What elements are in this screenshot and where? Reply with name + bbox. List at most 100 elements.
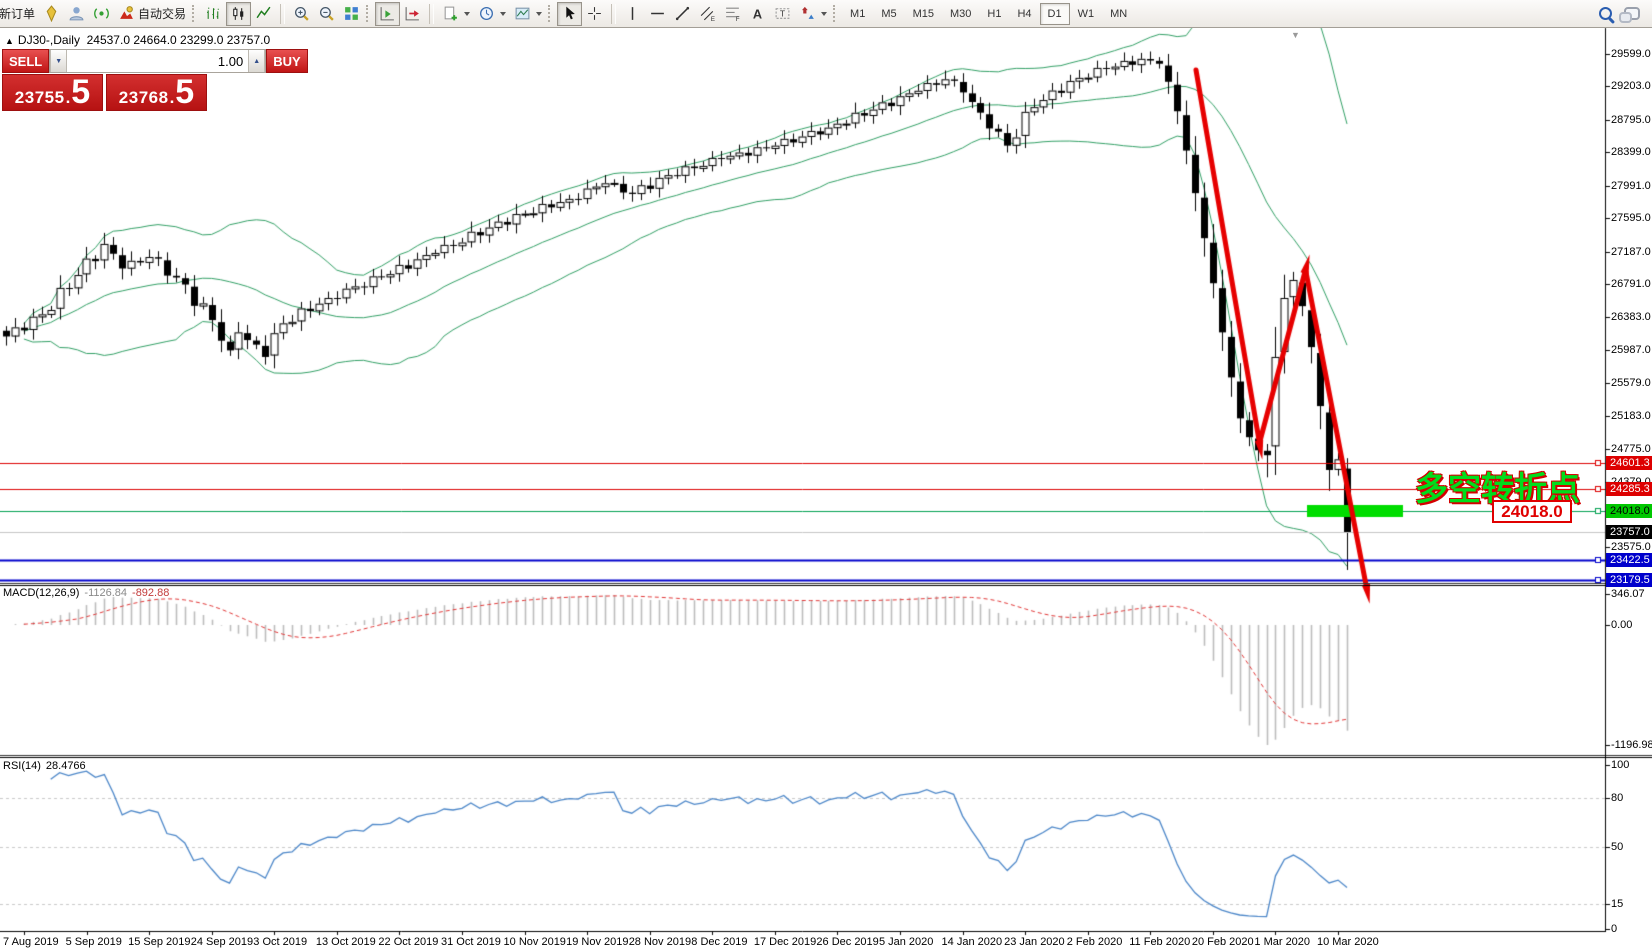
price-level-label[interactable]: 24601.3 bbox=[1606, 456, 1652, 471]
cursor-tool-button[interactable] bbox=[557, 1, 583, 26]
tile-windows-icon bbox=[343, 5, 360, 22]
price-tick-label: 25579.0 bbox=[1611, 377, 1651, 390]
price-tick-label: 24775.0 bbox=[1611, 443, 1651, 456]
templates-button[interactable] bbox=[510, 2, 546, 26]
chevron-down-icon bbox=[500, 11, 507, 16]
buy-button[interactable]: BUY bbox=[266, 49, 308, 73]
trendline-tool-button[interactable] bbox=[670, 2, 695, 26]
price-level-label[interactable]: 24285.3 bbox=[1606, 482, 1652, 497]
date-tick-label: 24 Sep 2019 bbox=[190, 936, 254, 948]
price-tick-label: 28795.0 bbox=[1611, 113, 1651, 126]
buy-price-main: 23768 bbox=[118, 88, 169, 107]
rsi-axis-label: 0 bbox=[1611, 923, 1618, 935]
fibonacci-tool-button[interactable]: F bbox=[720, 2, 745, 26]
vertical-line-tool-button[interactable] bbox=[620, 2, 645, 26]
broadcast-icon bbox=[93, 5, 110, 22]
one-click-trading-panel: SELL ▼ ▲ BUY 23755.5 23768.5 bbox=[2, 49, 308, 111]
channel-tool-button[interactable]: E bbox=[695, 2, 720, 26]
date-tick-label: 8 Dec 2019 bbox=[691, 936, 748, 948]
ohlc-values: 24537.0 24664.0 23299.0 23757.0 bbox=[86, 33, 271, 47]
rsi-indicator-label: RSI(14) 28.4766 bbox=[3, 760, 86, 772]
rsi-name: RSI(14) bbox=[3, 760, 41, 772]
horizontal-line-tool-button[interactable] bbox=[645, 2, 670, 26]
macd-axis-label: 346.07 bbox=[1611, 588, 1645, 600]
periods-button[interactable] bbox=[474, 2, 510, 26]
date-tick-label: 13 Oct 2019 bbox=[315, 936, 376, 948]
chart-shift-button[interactable] bbox=[400, 2, 425, 26]
date-tick-label: 11 Feb 2020 bbox=[1129, 936, 1191, 948]
timeframe-m5-button[interactable]: M5 bbox=[873, 3, 904, 25]
sell-price[interactable]: 23755. 5 bbox=[2, 74, 103, 111]
auto-trading-button[interactable]: 自动交易 bbox=[114, 2, 190, 26]
date-tick-label: 15 Sep 2019 bbox=[128, 936, 191, 948]
timeframe-h1-button[interactable]: H1 bbox=[979, 3, 1009, 25]
macd-signal-value: -892.88 bbox=[132, 587, 170, 599]
volume-input[interactable] bbox=[67, 50, 249, 72]
zoom-in-button[interactable] bbox=[289, 2, 314, 26]
text-label-tool-button[interactable]: T bbox=[770, 2, 795, 26]
auto-scroll-button[interactable] bbox=[375, 1, 401, 26]
price-level-label[interactable]: 23422.5 bbox=[1606, 552, 1652, 567]
tile-windows-button[interactable] bbox=[339, 2, 364, 26]
candlestick-chart-button[interactable] bbox=[226, 1, 252, 26]
zoom-out-button[interactable] bbox=[314, 2, 339, 26]
shapes-icon bbox=[799, 5, 816, 22]
new-order-button[interactable]: 新订单 bbox=[0, 2, 39, 26]
timeframe-w1-button[interactable]: W1 bbox=[1070, 3, 1103, 25]
zoom-in-icon bbox=[293, 5, 310, 22]
crosshair-icon bbox=[586, 5, 603, 22]
horizontal-line-icon bbox=[649, 5, 666, 22]
sell-button[interactable]: SELL bbox=[2, 49, 50, 73]
line-chart-button[interactable] bbox=[251, 2, 276, 26]
macd-main-value: -1126.84 bbox=[84, 587, 128, 599]
crosshair-tool-button[interactable] bbox=[582, 2, 607, 26]
price-annotation-box[interactable]: 24018.0 bbox=[1492, 500, 1572, 523]
price-tick-label: 28399.0 bbox=[1611, 146, 1651, 159]
chart-play-icon bbox=[379, 5, 396, 22]
shapes-tool-button[interactable] bbox=[795, 2, 831, 26]
chart-shift-marker-icon[interactable]: ▼ bbox=[1291, 30, 1300, 40]
add-indicator-button[interactable] bbox=[438, 2, 474, 26]
timeframe-h4-button[interactable]: H4 bbox=[1009, 3, 1039, 25]
add-indicator-icon bbox=[442, 5, 459, 22]
volume-increase-button[interactable]: ▲ bbox=[248, 50, 266, 72]
date-tick-label: 10 Mar 2020 bbox=[1316, 936, 1379, 948]
price-level-label[interactable]: 24018.0 bbox=[1606, 504, 1652, 519]
profile-icon bbox=[68, 5, 85, 22]
collapse-panel-icon[interactable]: ▲ bbox=[5, 36, 14, 46]
date-tick-label: 7 Aug 2019 bbox=[3, 936, 59, 948]
search-button[interactable] bbox=[1594, 2, 1619, 26]
toolbar-drag-handle bbox=[366, 5, 371, 22]
bar-chart-button[interactable] bbox=[201, 2, 226, 26]
volume-stepper: ▼ ▲ bbox=[49, 49, 267, 73]
timeframe-m1-button[interactable]: M1 bbox=[842, 3, 873, 25]
buy-price-frac: 5 bbox=[175, 73, 195, 111]
timeframe-group: M1 M5 M15 M30 H1 H4 D1 W1 MN bbox=[842, 2, 1135, 25]
profile-button[interactable] bbox=[64, 2, 89, 26]
timeframe-m30-button[interactable]: M30 bbox=[942, 3, 979, 25]
sell-price-main: 23755 bbox=[14, 88, 65, 107]
timeframe-d1-button[interactable]: D1 bbox=[1039, 2, 1070, 25]
autotrade-icon bbox=[118, 5, 135, 22]
date-tick-label: 20 Feb 2020 bbox=[1191, 936, 1254, 948]
chat-button[interactable] bbox=[1618, 2, 1644, 26]
buy-price[interactable]: 23768. 5 bbox=[106, 74, 207, 111]
price-level-label[interactable]: 23757.0 bbox=[1606, 525, 1652, 540]
timeframe-mn-button[interactable]: MN bbox=[1102, 3, 1135, 25]
bookmark-button[interactable] bbox=[39, 2, 64, 26]
bar-chart-icon bbox=[205, 5, 222, 22]
date-tick-label: 5 Jan 2020 bbox=[878, 936, 934, 948]
price-level-label[interactable]: 23179.5 bbox=[1606, 572, 1652, 587]
price-tick-label: 29599.0 bbox=[1611, 48, 1651, 60]
svg-text:E: E bbox=[711, 16, 715, 22]
text-tool-button[interactable]: A bbox=[745, 2, 770, 26]
broadcast-button[interactable] bbox=[89, 2, 114, 26]
macd-axis-label: 0.00 bbox=[1611, 619, 1633, 631]
price-tick-label: 27187.0 bbox=[1611, 245, 1651, 258]
volume-decrease-button[interactable]: ▼ bbox=[50, 50, 68, 72]
price-tick-label: 25987.0 bbox=[1611, 343, 1651, 356]
price-tick-label: 26383.0 bbox=[1611, 311, 1651, 324]
timeframe-m15-button[interactable]: M15 bbox=[905, 3, 942, 25]
chevron-down-icon bbox=[464, 11, 471, 16]
